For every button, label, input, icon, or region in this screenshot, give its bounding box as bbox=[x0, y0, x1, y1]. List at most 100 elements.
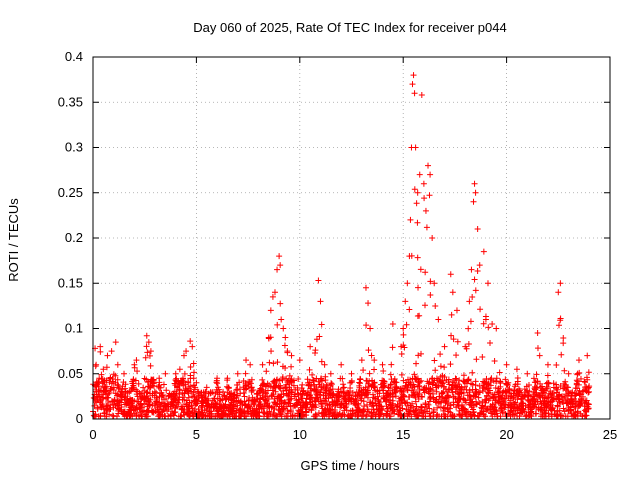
data-point bbox=[406, 408, 413, 415]
data-point bbox=[183, 400, 190, 407]
data-point bbox=[121, 370, 128, 377]
data-point bbox=[134, 388, 141, 395]
data-point bbox=[387, 371, 394, 378]
data-point bbox=[389, 402, 396, 409]
data-point bbox=[494, 388, 501, 395]
data-point bbox=[513, 404, 520, 411]
data-point bbox=[176, 366, 183, 373]
data-point bbox=[479, 398, 486, 405]
data-point bbox=[414, 254, 421, 261]
data-point bbox=[409, 81, 416, 88]
data-point bbox=[421, 195, 428, 202]
data-point bbox=[530, 402, 537, 409]
data-point bbox=[417, 266, 424, 273]
data-point bbox=[147, 384, 154, 391]
data-point bbox=[335, 396, 342, 403]
data-point bbox=[156, 400, 163, 407]
data-point bbox=[438, 390, 445, 397]
data-point bbox=[376, 402, 383, 409]
data-point bbox=[185, 378, 192, 385]
data-point bbox=[311, 397, 318, 404]
data-point bbox=[318, 321, 325, 328]
data-point bbox=[429, 379, 436, 386]
data-point bbox=[585, 385, 592, 392]
data-point bbox=[300, 400, 307, 407]
data-point bbox=[514, 396, 521, 403]
data-point bbox=[472, 378, 479, 385]
data-point bbox=[446, 405, 453, 412]
data-point bbox=[511, 403, 518, 410]
data-point bbox=[100, 366, 107, 373]
data-point bbox=[318, 358, 325, 365]
data-point bbox=[325, 388, 332, 395]
data-point bbox=[406, 306, 413, 313]
data-point bbox=[442, 399, 449, 406]
data-point bbox=[405, 393, 412, 400]
data-point bbox=[131, 364, 138, 371]
data-point bbox=[308, 407, 315, 414]
data-point bbox=[418, 377, 425, 384]
data-point bbox=[271, 399, 278, 406]
data-point bbox=[346, 392, 353, 399]
data-point bbox=[176, 381, 183, 388]
data-point bbox=[574, 412, 581, 419]
data-point bbox=[343, 401, 350, 408]
data-point bbox=[118, 389, 125, 396]
data-point bbox=[202, 389, 209, 396]
data-point bbox=[400, 331, 407, 338]
data-point bbox=[364, 401, 371, 408]
data-point bbox=[414, 219, 421, 226]
data-point bbox=[521, 386, 528, 393]
data-point bbox=[550, 390, 557, 397]
data-point bbox=[362, 284, 369, 291]
data-point bbox=[436, 393, 443, 400]
data-point bbox=[426, 413, 433, 420]
data-point bbox=[488, 410, 495, 417]
data-point bbox=[482, 313, 489, 320]
data-point bbox=[122, 401, 129, 408]
data-point bbox=[399, 399, 406, 406]
data-point bbox=[449, 389, 456, 396]
data-point bbox=[560, 385, 567, 392]
data-point bbox=[179, 379, 186, 386]
data-point bbox=[139, 394, 146, 401]
data-point bbox=[427, 171, 434, 178]
data-point bbox=[171, 409, 178, 416]
data-point bbox=[443, 377, 450, 384]
data-point bbox=[422, 401, 429, 408]
data-point bbox=[150, 383, 157, 390]
data-point bbox=[388, 361, 395, 368]
data-point bbox=[427, 386, 434, 393]
data-point bbox=[365, 408, 372, 415]
data-point bbox=[411, 411, 418, 418]
data-point bbox=[361, 392, 368, 399]
data-point bbox=[91, 402, 98, 409]
data-point bbox=[569, 389, 576, 396]
data-point bbox=[416, 171, 423, 178]
data-point bbox=[281, 342, 288, 349]
data-point bbox=[377, 406, 384, 413]
data-point bbox=[502, 410, 509, 417]
data-point bbox=[173, 401, 180, 408]
data-point bbox=[532, 410, 539, 417]
data-point bbox=[257, 395, 264, 402]
data-point bbox=[239, 410, 246, 417]
data-point bbox=[499, 409, 506, 416]
data-point bbox=[480, 320, 487, 327]
data-point bbox=[163, 387, 170, 394]
data-point bbox=[126, 399, 133, 406]
data-point bbox=[104, 394, 111, 401]
data-point bbox=[401, 385, 408, 392]
data-point bbox=[183, 348, 190, 355]
data-point bbox=[260, 396, 267, 403]
data-point bbox=[253, 405, 260, 412]
data-point bbox=[288, 352, 295, 359]
data-point bbox=[370, 394, 377, 401]
data-point bbox=[505, 395, 512, 402]
data-point bbox=[517, 410, 524, 417]
data-point bbox=[366, 370, 373, 377]
data-point bbox=[384, 410, 391, 417]
data-point bbox=[511, 387, 518, 394]
data-point bbox=[411, 371, 418, 378]
data-point bbox=[441, 373, 448, 380]
